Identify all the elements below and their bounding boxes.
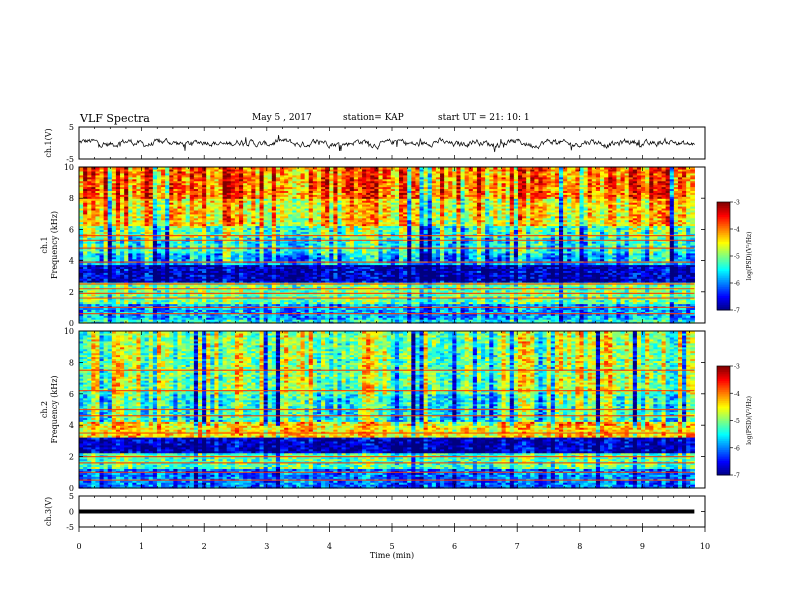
ch1-spec-heatmap (79, 167, 695, 324)
ch1-wave-trace (79, 135, 694, 152)
